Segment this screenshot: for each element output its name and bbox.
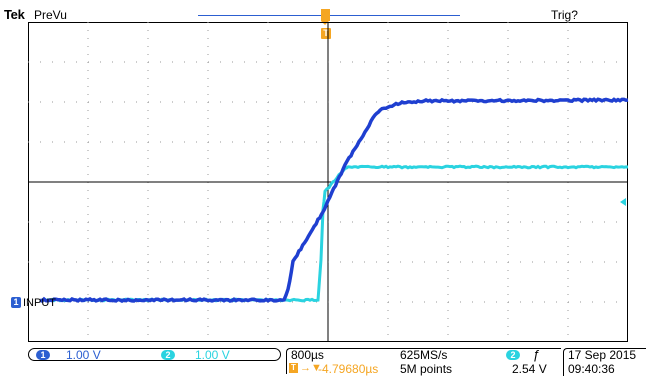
record-length: 5M points [400,362,452,376]
grid-lines [28,22,628,342]
trigger-level[interactable]: 2.54 V [512,362,547,376]
ch1-badge[interactable]: 1 [36,350,50,360]
trigger-source-badge[interactable]: 2 [506,350,520,360]
ch2-badge[interactable]: 2 [161,350,175,360]
horizontal-delay[interactable]: -4.79680µs [318,362,378,376]
ch1-ground-marker[interactable]: 1 [11,297,21,308]
ch1-label: INPUT [23,297,56,309]
bottom-status-bar: 1 1.00 V 2 1.00 V 800µs 625MS/s 2 ƒ T →▼… [0,346,646,377]
rising-edge-icon[interactable]: ƒ [533,347,540,362]
time: 09:40:36 [568,362,615,376]
sample-rate: 625MS/s [400,348,447,362]
delay-marker-icon: T [289,363,298,373]
date: 17 Sep 2015 [568,348,636,362]
timebase[interactable]: 800µs [291,348,324,362]
trigger-level-arrow[interactable] [620,198,626,206]
ch1-scale[interactable]: 1.00 V [66,348,101,362]
ch1-waveform [40,99,628,301]
ch2-scale[interactable]: 1.00 V [195,348,230,362]
